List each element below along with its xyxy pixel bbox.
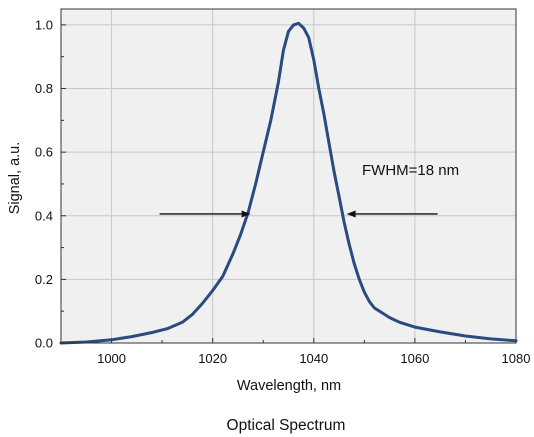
plot-border <box>60 8 517 344</box>
arrow-head <box>346 210 356 218</box>
x-tick-label: 1080 <box>502 351 531 366</box>
chart-caption: Optical Spectrum <box>227 417 346 434</box>
y-tick-label: 0.6 <box>35 145 53 160</box>
spectrum-line <box>59 21 518 345</box>
x-tick-label: 1040 <box>299 351 328 366</box>
series-layer <box>59 21 518 345</box>
y-tick-label: 0.4 <box>35 208 53 223</box>
y-axis-label: Signal, a.u. <box>7 142 23 215</box>
x-tick-label: 1000 <box>97 351 126 366</box>
fwhm-annotation: FWHM=18 nm <box>362 162 459 179</box>
plot-area <box>61 9 516 343</box>
x-tick-label: 1020 <box>198 351 227 366</box>
arrow-head <box>241 210 251 218</box>
x-axis-label: Wavelength, nm <box>237 378 341 394</box>
y-tick-label: 0.0 <box>35 336 53 351</box>
y-tick-label: 1.0 <box>35 17 53 32</box>
x-tick-label: 1060 <box>400 351 429 366</box>
annotation-arrows <box>159 210 438 218</box>
y-tick-label: 0.8 <box>35 81 53 96</box>
y-tick-label: 0.2 <box>35 272 53 287</box>
